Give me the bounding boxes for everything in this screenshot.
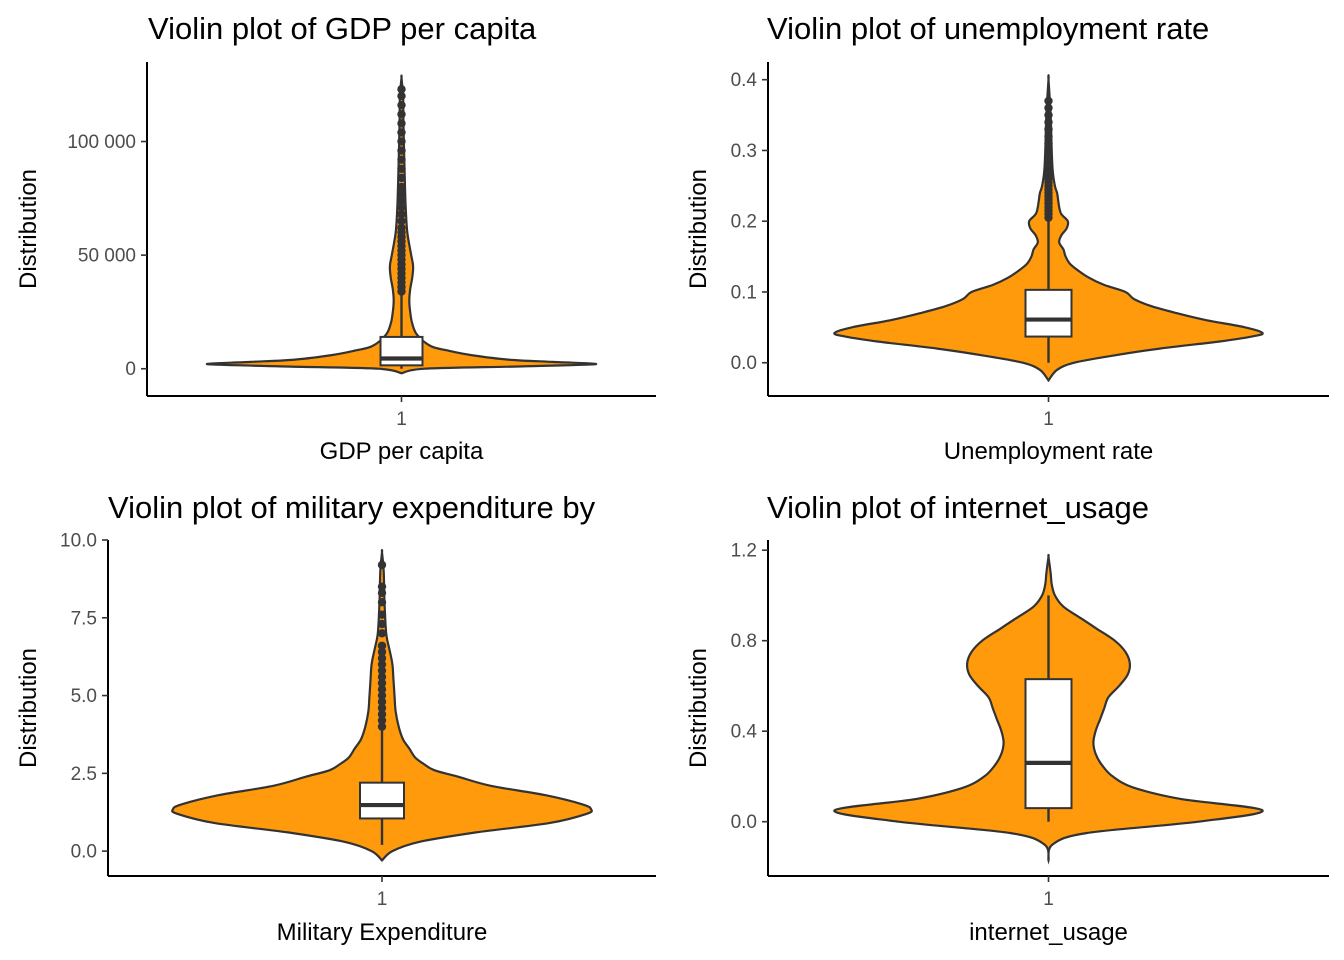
- outlier-point: [377, 588, 387, 598]
- outlier-point: [377, 716, 387, 725]
- outlier-point: [397, 196, 406, 205]
- outlier-point: [377, 598, 387, 607]
- y-tick-label: 0.4: [731, 70, 758, 91]
- y-tick-label: 0.8: [731, 631, 757, 652]
- outlier-point: [1044, 110, 1053, 120]
- outlier-point: [397, 182, 406, 192]
- y-tick-label: 0.0: [731, 812, 757, 833]
- y-tick-label: 7.5: [71, 608, 97, 629]
- outlier-point: [377, 582, 387, 591]
- outlier-point: [397, 155, 406, 164]
- outlier-point: [1044, 96, 1053, 106]
- outlier-point: [377, 691, 387, 700]
- iqr-box: [1024, 678, 1073, 810]
- y-tick-label: 0.3: [731, 141, 757, 162]
- chart-panel-1: Violin plot of GDP per capita 0 50 000 100 …: [15, 11, 656, 465]
- y-tick-label: 0.0: [731, 353, 757, 374]
- outlier-point: [397, 189, 406, 198]
- chart-panel-2: Violin plot of unemployment rate 0.0 0.1 0.…: [685, 11, 1329, 465]
- outlier-point: [397, 119, 406, 128]
- x-tick-label: 1: [1043, 409, 1054, 430]
- outlier-point: [397, 91, 406, 101]
- outlier-point: [397, 173, 406, 183]
- outlier-point: [377, 678, 387, 688]
- outlier-point: [397, 100, 406, 110]
- outlier-point: [1044, 160, 1053, 169]
- y-tick-label: 0.1: [731, 282, 757, 303]
- outlier-point: [377, 697, 387, 706]
- outlier-point: [377, 610, 387, 619]
- y-axis-label: Distribution: [685, 169, 712, 289]
- x-tick-label: 1: [396, 409, 407, 430]
- y-tick-label: 0.2: [731, 212, 757, 233]
- outlier-point: [377, 629, 387, 638]
- outlier-point: [1044, 132, 1053, 141]
- chart-title: Violin plot of unemployment rate: [767, 11, 1209, 46]
- outlier-point: [377, 703, 387, 713]
- y-axis-label: Distribution: [15, 169, 42, 289]
- outlier-point: [1044, 146, 1053, 155]
- x-axis-label: Military Expenditure: [277, 919, 488, 946]
- outlier-point: [397, 203, 406, 212]
- outlier-point: [397, 128, 406, 137]
- y-tick-label: 50 000: [78, 246, 136, 267]
- outlier-point: [377, 647, 387, 657]
- iqr-box: [379, 335, 424, 367]
- outlier-point: [377, 672, 387, 682]
- y-axis-label: Distribution: [685, 648, 712, 768]
- outlier-point: [1044, 153, 1053, 162]
- outlier-point: [397, 216, 406, 226]
- outlier-point: [1044, 125, 1053, 134]
- outlier-point: [397, 110, 406, 119]
- y-tick-label: 100 000: [67, 132, 136, 153]
- outlier-point: [397, 137, 406, 146]
- iqr-box: [1024, 288, 1073, 338]
- y-axis-label: Distribution: [15, 648, 42, 768]
- x-tick-label: 1: [377, 889, 388, 910]
- outlier-point: [397, 85, 406, 94]
- outlier-point: [397, 223, 406, 233]
- outlier-point: [1044, 139, 1053, 148]
- y-tick-label: 5.0: [71, 686, 97, 707]
- outlier-point: [377, 641, 387, 650]
- outlier-point: [377, 685, 387, 694]
- y-tick-label: 1.2: [731, 541, 757, 562]
- chart-title: Violin plot of internet_usage: [767, 490, 1149, 525]
- iqr-box: [359, 781, 405, 820]
- outlier-point: [377, 654, 387, 663]
- x-axis-label: Unemployment rate: [944, 438, 1153, 465]
- y-tick-label: 0.4: [731, 722, 758, 743]
- outlier-point: [397, 164, 406, 173]
- y-tick-label: 0: [125, 359, 136, 380]
- x-tick-label: 1: [1043, 889, 1054, 910]
- outlier-point: [377, 666, 387, 675]
- y-tick-label: 0.0: [71, 842, 97, 863]
- y-tick-label: 10.0: [60, 531, 97, 552]
- outlier-point: [397, 210, 406, 219]
- x-axis-label: internet_usage: [969, 919, 1128, 946]
- outlier-point: [377, 660, 387, 669]
- x-axis-label: GDP per capita: [320, 438, 484, 465]
- outlier-point: [377, 710, 387, 719]
- outlier-point: [377, 619, 387, 629]
- chart-title: Violin plot of military expenditure by: [108, 490, 596, 525]
- chart-title: Violin plot of GDP per capita: [148, 11, 537, 46]
- outlier-point: [397, 146, 406, 155]
- outlier-point: [377, 722, 387, 731]
- outlier-point: [1044, 103, 1053, 113]
- y-tick-label: 2.5: [71, 764, 97, 785]
- outlier-point: [377, 560, 387, 570]
- chart-panel-4: Violin plot of internet_usage 0.0 0.4 0.8 1.…: [685, 490, 1329, 946]
- chart-panel-3: Violin plot of military expenditure by 0.…: [15, 490, 656, 946]
- outlier-point: [1044, 117, 1053, 127]
